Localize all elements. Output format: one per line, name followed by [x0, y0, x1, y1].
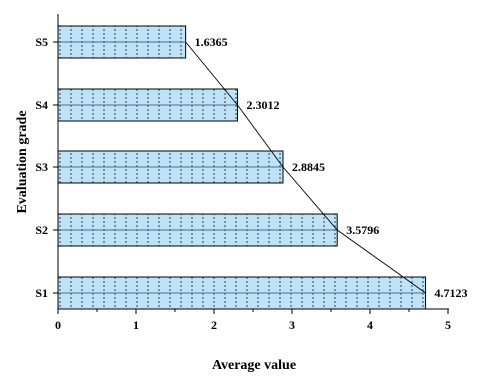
data-label-s4: 2.3012 — [246, 98, 279, 112]
y-ticks: S1 S2 S3 S4 S5 — [35, 35, 58, 300]
data-label-s5: 1.6365 — [195, 35, 228, 49]
x-tick-label: 2 — [211, 318, 217, 332]
y-tick-label-s5: S5 — [35, 35, 48, 49]
x-tick-label: 5 — [445, 318, 451, 332]
y-tick-label-s1: S1 — [35, 286, 48, 300]
bars-layer — [57, 25, 427, 310]
data-label-s1: 4.7123 — [435, 286, 468, 300]
data-label-s3: 2.8845 — [292, 160, 325, 174]
x-ticks: 0 1 2 3 4 5 — [55, 309, 451, 332]
y-axis-title: Evaluation grade — [15, 110, 30, 213]
y-tick-label-s2: S2 — [35, 223, 48, 237]
trend-polyline — [185, 41, 426, 294]
value-labels: 4.7123 3.5796 2.8845 2.3012 1.6365 — [195, 35, 468, 300]
y-tick-label-s3: S3 — [35, 160, 48, 174]
data-label-s2: 3.5796 — [346, 223, 379, 237]
x-tick-label: 0 — [55, 318, 61, 332]
x-tick-label: 1 — [133, 318, 139, 332]
trend-line — [185, 41, 426, 294]
y-tick-label-s4: S4 — [35, 98, 48, 112]
x-tick-label: 4 — [367, 318, 373, 332]
x-tick-label: 3 — [289, 318, 295, 332]
x-axis-title: Average value — [212, 358, 296, 373]
